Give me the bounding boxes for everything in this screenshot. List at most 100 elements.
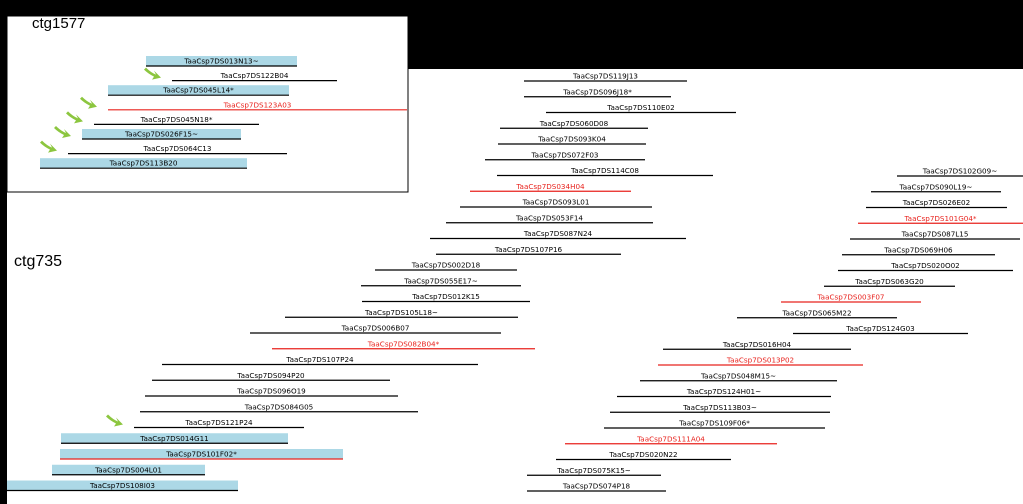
green-arrow-icon [54, 126, 71, 138]
clone-label: TaaCsp7DS119J13 [572, 72, 638, 81]
left-clone-row: TaaCsp7DS093L01 [460, 198, 652, 208]
clone-highlight-box [52, 464, 205, 475]
clone-label: TaaCsp7DS045L14* [162, 86, 234, 95]
left-clone-row: TaaCsp7DS006B07 [250, 324, 501, 334]
left-clone-row: TaaCsp7DS114C08 [497, 166, 713, 177]
right-clone-row: TaaCsp7DS124G03 [793, 324, 968, 335]
clone-highlight-box [7, 480, 238, 491]
clone-label: TaaCsp7DS004L01 [94, 465, 162, 474]
clone-label: TaaCsp7DS013P02 [726, 356, 794, 365]
clone-highlight-box [146, 56, 297, 66]
left-clone-row: TaaCsp7DS012K15 [362, 292, 530, 303]
inset-clone-row: TaaCsp7DS064C13 [40, 140, 287, 155]
clone-label: TaaCsp7DS026E02 [902, 198, 970, 207]
clone-label: TaaCsp7DS013N13~ [183, 57, 258, 66]
clone-label: TaaCsp7DS124G03 [845, 324, 914, 333]
contig-label-main: ctg735 [14, 253, 62, 270]
inset-clone-row: TaaCsp7DS026F15~ [54, 126, 241, 140]
clone-label: TaaCsp7DS090L19~ [899, 182, 973, 191]
left-clone-row: TaaCsp7DS084G05 [140, 402, 418, 413]
clone-label: TaaCsp7DS072F03 [530, 150, 598, 159]
clone-label: TaaCsp7DS014G11 [139, 434, 208, 443]
green-arrow-icon [66, 111, 83, 124]
clone-label: TaaCsp7DS045N18* [140, 115, 213, 124]
right-clone-row: TaaCsp7DS063G20 [824, 277, 955, 287]
clone-highlight-box [60, 449, 343, 459]
right-clone-row: TaaCsp7DS124H01~ [617, 387, 831, 398]
inset-clone-row: TaaCsp7DS045N18* [66, 111, 259, 126]
clone-label: TaaCsp7DS026F15~ [124, 130, 198, 139]
left-clone-row: TaaCsp7DS060D08 [500, 119, 648, 129]
clone-label: TaaCsp7DS111A04 [636, 434, 705, 443]
left-clone-row: TaaCsp7DS087N24 [430, 229, 686, 240]
inset-clone-row: TaaCsp7DS113B20 [40, 158, 247, 169]
right-clone-row: TaaCsp7DS101G04* [858, 214, 1023, 224]
left-clone-row: TaaCsp7DS107P24 [162, 355, 478, 366]
clone-label: TaaCsp7DS110E02 [606, 103, 674, 112]
right-clone-row: TaaCsp7DS113B03~ [610, 403, 830, 413]
clone-label: TaaCsp7DS034H04 [515, 182, 585, 191]
left-clone-row: TaaCsp7DS105L18~ [285, 308, 518, 318]
clone-label: TaaCsp7DS053F14 [515, 213, 583, 222]
right-clone-row: TaaCsp7DS102G09~ [897, 167, 1023, 177]
left-clone-row: TaaCsp7DS096J18* [524, 87, 671, 98]
clone-label: TaaCsp7DS012K15 [411, 292, 480, 301]
clone-label: TaaCsp7DS075K15~ [556, 466, 631, 475]
green-arrow-icon [144, 67, 161, 80]
clone-label: TaaCsp7DS109F06* [678, 419, 750, 428]
right-clone-row: TaaCsp7DS090L19~ [871, 182, 1001, 193]
clone-label: TaaCsp7DS122B04 [220, 71, 289, 80]
clone-label: TaaCsp7DS055E17~ [403, 276, 477, 285]
right-clone-row: TaaCsp7DS026E02 [866, 198, 1007, 209]
left-clone-row: TaaCsp7DS053F14 [446, 213, 653, 224]
left-clone-row: TaaCsp7DS034H04 [470, 182, 631, 192]
left-clone-row: TaaCsp7DS121P24 [106, 414, 304, 429]
clone-highlight-box [82, 129, 241, 139]
clone-label: TaaCsp7DS121P24 [184, 418, 253, 427]
clone-label: TaaCsp7DS113B03~ [682, 403, 757, 412]
left-clone-row: TaaCsp7DS082B04* [272, 339, 535, 350]
left-clone-row: TaaCsp7DS004L01 [52, 464, 205, 476]
clone-label: TaaCsp7DS020N22 [608, 450, 677, 459]
left-clone-row: TaaCsp7DS002D18 [375, 261, 517, 271]
left-clone-row: TaaCsp7DS110E02 [546, 103, 736, 114]
right-clone-row: TaaCsp7DS003F07 [781, 293, 921, 303]
clone-label: TaaCsp7DS107P24 [285, 355, 354, 364]
inset-clone-row: TaaCsp7DS122B04 [144, 67, 337, 82]
right-clone-row: TaaCsp7DS020O02 [838, 261, 1013, 272]
green-arrow-icon [80, 96, 97, 109]
clone-label: TaaCsp7DS002D18 [411, 261, 481, 270]
clone-label: TaaCsp7DS093L01 [522, 198, 590, 207]
clone-label: TaaCsp7DS124H01~ [686, 387, 761, 396]
inset-clone-row: TaaCsp7DS045L14* [108, 85, 289, 96]
clone-label: TaaCsp7DS069H06 [883, 245, 953, 254]
right-clone-row: TaaCsp7DS075K15~ [527, 466, 661, 476]
clone-rows: TaaCsp7DS119J13 TaaCsp7DS096J18* TaaCsp7DS… [7, 56, 1023, 492]
right-clone-row: TaaCsp7DS069H06 [842, 245, 995, 256]
clone-label: TaaCsp7DS064C13 [143, 144, 212, 153]
right-clone-row: TaaCsp7DS013P02 [658, 356, 863, 366]
right-clone-row: TaaCsp7DS020N22 [556, 450, 731, 461]
clone-label: TaaCsp7DS016H04 [722, 340, 792, 349]
left-clone-row: TaaCsp7DS096O19 [145, 387, 398, 397]
clone-label: TaaCsp7DS065M22 [781, 308, 851, 317]
clone-label: TaaCsp7DS101G04* [903, 214, 976, 223]
clone-label: TaaCsp7DS074P18 [562, 482, 631, 491]
clone-label: TaaCsp7DS101F02* [165, 450, 237, 459]
clone-label: TaaCsp7DS096O19 [236, 387, 306, 396]
green-arrow-icon [106, 414, 123, 427]
clone-label: TaaCsp7DS084G05 [244, 402, 313, 411]
right-clone-row: TaaCsp7DS111A04 [565, 434, 777, 445]
clone-label: TaaCsp7DS114C08 [570, 166, 639, 175]
clone-label: TaaCsp7DS063G20 [854, 277, 924, 286]
left-clone-row: TaaCsp7DS014G11 [61, 433, 288, 444]
clone-highlight-box [40, 158, 247, 169]
clone-label: TaaCsp7DS087N24 [523, 229, 593, 238]
clone-label: TaaCsp7DS105L18~ [364, 308, 438, 317]
right-clone-row: TaaCsp7DS016H04 [663, 340, 851, 350]
clone-label: TaaCsp7DS087L15 [901, 230, 969, 239]
clone-label: TaaCsp7DS102G09~ [922, 167, 997, 176]
inset-clone-row: TaaCsp7DS123A03 [80, 96, 407, 111]
clone-label: TaaCsp7DS060D08 [539, 119, 609, 128]
